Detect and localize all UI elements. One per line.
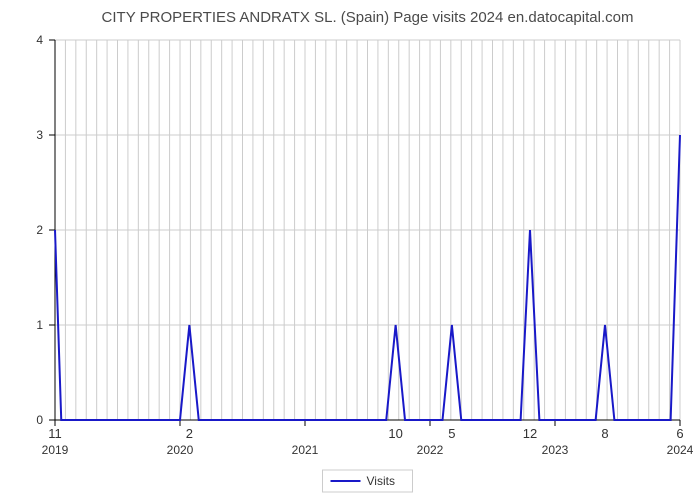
data-point-label: 12 bbox=[523, 426, 537, 441]
x-year-label: 2019 bbox=[42, 443, 69, 457]
y-tick-label: 3 bbox=[36, 128, 43, 142]
x-year-label: 2024 bbox=[667, 443, 694, 457]
x-year-label: 2023 bbox=[542, 443, 569, 457]
data-point-label: 6 bbox=[676, 426, 683, 441]
x-year-label: 2022 bbox=[417, 443, 444, 457]
data-point-label: 11 bbox=[48, 426, 62, 441]
data-point-label: 5 bbox=[448, 426, 455, 441]
data-point-label: 8 bbox=[601, 426, 608, 441]
chart-container: CITY PROPERTIES ANDRATX SL. (Spain) Page… bbox=[0, 0, 700, 500]
data-point-label: 10 bbox=[388, 426, 402, 441]
x-year-label: 2021 bbox=[292, 443, 319, 457]
y-tick-label: 1 bbox=[36, 318, 43, 332]
chart-title: CITY PROPERTIES ANDRATX SL. (Spain) Page… bbox=[102, 9, 634, 26]
legend-label: Visits bbox=[367, 474, 395, 488]
y-tick-label: 4 bbox=[36, 33, 43, 47]
chart-svg: CITY PROPERTIES ANDRATX SL. (Spain) Page… bbox=[0, 0, 700, 500]
y-tick-label: 2 bbox=[36, 223, 43, 237]
x-year-label: 2020 bbox=[167, 443, 194, 457]
y-tick-label: 0 bbox=[36, 413, 43, 427]
data-point-label: 2 bbox=[186, 426, 193, 441]
